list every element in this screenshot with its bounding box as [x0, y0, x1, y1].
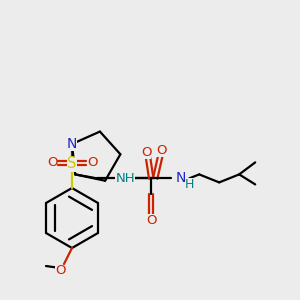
- Text: H: H: [184, 178, 194, 191]
- Text: O: O: [146, 214, 156, 227]
- Text: NH: NH: [116, 172, 135, 185]
- Text: S: S: [67, 157, 77, 172]
- Text: N: N: [176, 171, 186, 185]
- Text: O: O: [47, 155, 57, 169]
- Text: O: O: [55, 265, 65, 278]
- Text: N: N: [67, 137, 77, 151]
- Text: O: O: [87, 155, 97, 169]
- Text: N: N: [67, 137, 77, 151]
- Text: O: O: [141, 146, 152, 159]
- Text: O: O: [156, 144, 166, 157]
